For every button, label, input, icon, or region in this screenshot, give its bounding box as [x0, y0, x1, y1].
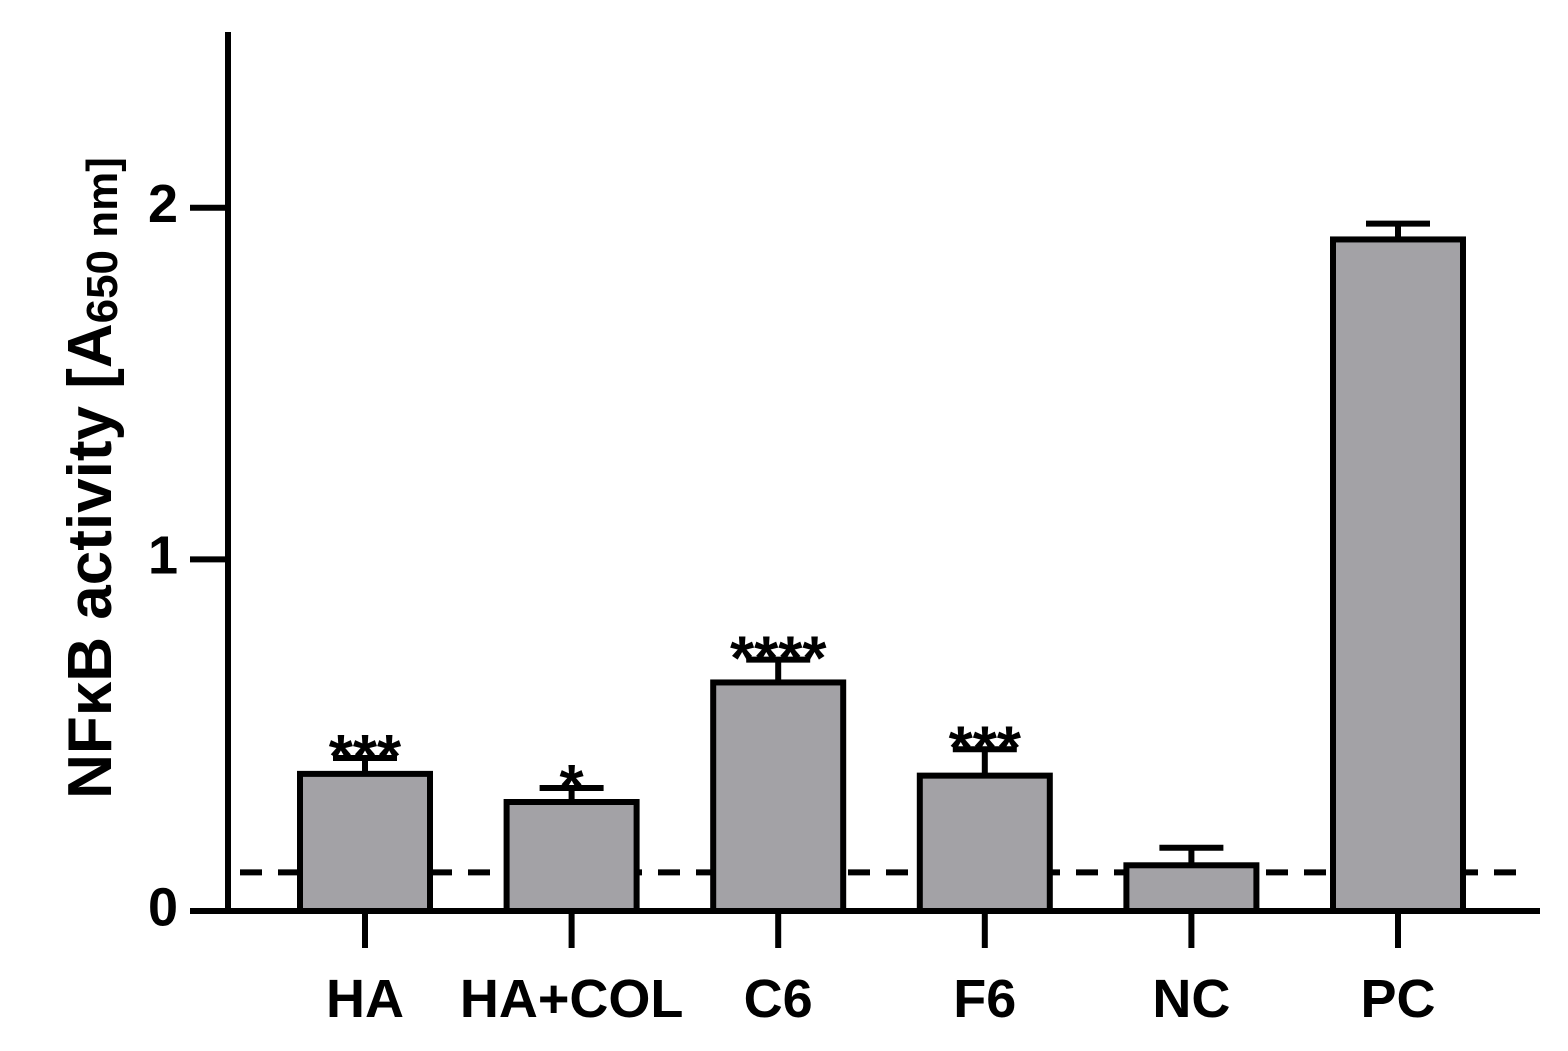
bar: [916, 772, 1053, 914]
significance-label: *: [560, 753, 585, 822]
x-tick-label: NC: [1152, 969, 1230, 1029]
significance-label: ***: [949, 714, 1022, 783]
y-label-sub: 650: [78, 250, 127, 323]
bar: [1123, 862, 1260, 914]
x-tick-label: HA+COL: [460, 969, 684, 1029]
x-tick-label: C6: [744, 969, 813, 1029]
y-tick-label: 0: [148, 877, 178, 937]
x-tick-label: F6: [953, 969, 1016, 1029]
bar: [503, 799, 640, 915]
significance-label: ****: [730, 625, 827, 694]
y-label-unit: nm]: [78, 157, 127, 250]
y-axis-label: NFκB activity [A650 nm]: [56, 157, 126, 799]
bar: [710, 679, 847, 915]
bar: [1330, 236, 1466, 915]
y-tick-label: 2: [148, 174, 178, 234]
significance-label: ***: [329, 723, 402, 792]
y-label-main: NFκB activity [A: [56, 323, 125, 799]
x-tick-label: PC: [1360, 969, 1435, 1029]
y-tick-label: 1: [148, 526, 178, 586]
x-tick-label: HA: [326, 969, 404, 1029]
bar: [297, 770, 433, 914]
